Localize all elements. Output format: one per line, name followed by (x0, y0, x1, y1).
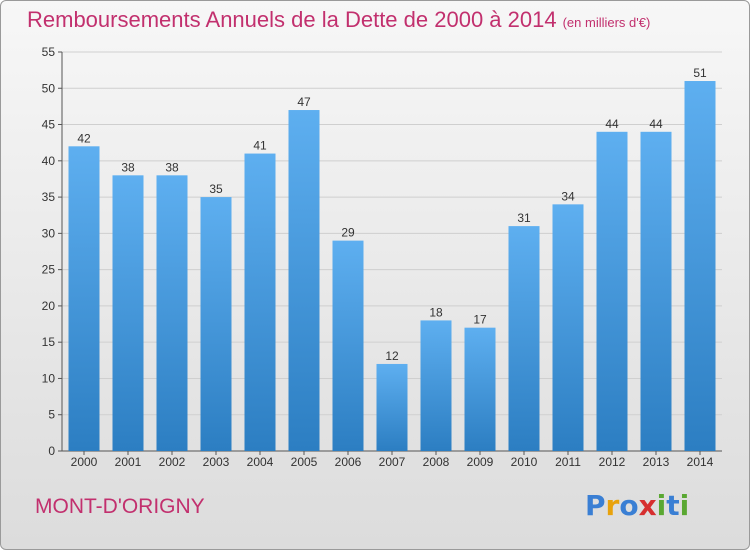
data-label: 35 (209, 182, 223, 196)
y-tick-label: 25 (42, 263, 56, 277)
chart-title: Remboursements Annuels de la Dette de 20… (27, 7, 650, 33)
bar-2008 (420, 320, 452, 451)
x-tick-label: 2001 (115, 455, 142, 469)
bar-2013 (640, 131, 672, 452)
bars (68, 81, 716, 452)
logo-letter: t (666, 489, 680, 522)
x-tick-label: 2011 (555, 455, 581, 469)
chart-unit: (en milliers d'€) (562, 15, 651, 30)
x-tick-label: 2012 (599, 455, 626, 469)
data-label: 12 (385, 349, 399, 363)
y-tick-label: 50 (42, 81, 56, 95)
bar-2011 (552, 204, 584, 451)
bar-2014 (684, 81, 716, 451)
x-tick-label: 2013 (643, 455, 670, 469)
data-label: 38 (121, 160, 135, 174)
y-tick-label: 15 (42, 335, 56, 349)
bar-2009 (464, 327, 496, 451)
y-tick-label: 45 (42, 118, 56, 132)
x-tick-label: 2014 (687, 455, 714, 469)
logo-letter: i (679, 489, 690, 522)
bar-2012 (596, 131, 628, 452)
x-tick-label: 2008 (423, 455, 450, 469)
bar-2001 (112, 175, 144, 451)
data-label: 29 (341, 226, 355, 240)
y-tick-label: 55 (42, 45, 56, 59)
data-labels: 42 38 38 35 41 47 29 12 18 17 31 34 44 44 51 (77, 66, 707, 363)
data-label: 51 (693, 66, 707, 80)
data-label: 18 (429, 305, 443, 319)
data-label: 47 (297, 95, 311, 109)
x-tick-label: 2003 (203, 455, 230, 469)
bar-2006 (332, 240, 364, 451)
logo-letter: i (656, 489, 667, 522)
x-tick-label: 2007 (379, 455, 406, 469)
bar-2010 (508, 226, 540, 451)
logo-letter: o (619, 489, 639, 522)
data-label: 44 (649, 117, 663, 131)
logo-letter: x (638, 489, 657, 522)
city-name: MONT-D'ORIGNY (35, 495, 205, 518)
data-label: 41 (253, 139, 267, 153)
x-tick-label: 2000 (71, 455, 98, 469)
y-tick-label: 0 (48, 444, 55, 458)
x-tick-label: 2004 (247, 455, 274, 469)
x-tick-label: 2002 (159, 455, 186, 469)
y-tick-label: 10 (42, 371, 56, 385)
x-tick-label: 2009 (467, 455, 494, 469)
x-tick-label: 2006 (335, 455, 362, 469)
y-tick-label: 5 (48, 408, 55, 422)
data-label: 44 (605, 117, 619, 131)
y-tick-label: 35 (42, 190, 56, 204)
y-tick-label: 20 (42, 299, 56, 313)
axes: 0 5 10 15 20 25 30 35 40 45 50 55 2000 2001 2002 2003 20… (42, 45, 722, 469)
data-label: 34 (561, 189, 575, 203)
data-label: 38 (165, 160, 179, 174)
bar-2004 (244, 153, 276, 451)
data-label: 17 (473, 313, 487, 327)
data-label: 42 (77, 131, 91, 145)
x-tick-label: 2005 (291, 455, 318, 469)
bar-2005 (288, 110, 320, 451)
bar-2007 (376, 363, 408, 451)
y-tick-label: 40 (42, 154, 56, 168)
bar-2000 (68, 146, 100, 452)
logo-letter: r (605, 489, 620, 522)
x-tick-label: 2010 (511, 455, 538, 469)
bar-2002 (156, 175, 188, 451)
y-tick-label: 30 (42, 226, 56, 240)
chart-title-text: Remboursements Annuels de la Dette de 20… (27, 7, 557, 32)
logo-letter: P (585, 489, 606, 522)
bar-2003 (200, 197, 232, 451)
proxiti-logo: Proxiti (585, 489, 689, 522)
data-label: 31 (517, 211, 531, 225)
